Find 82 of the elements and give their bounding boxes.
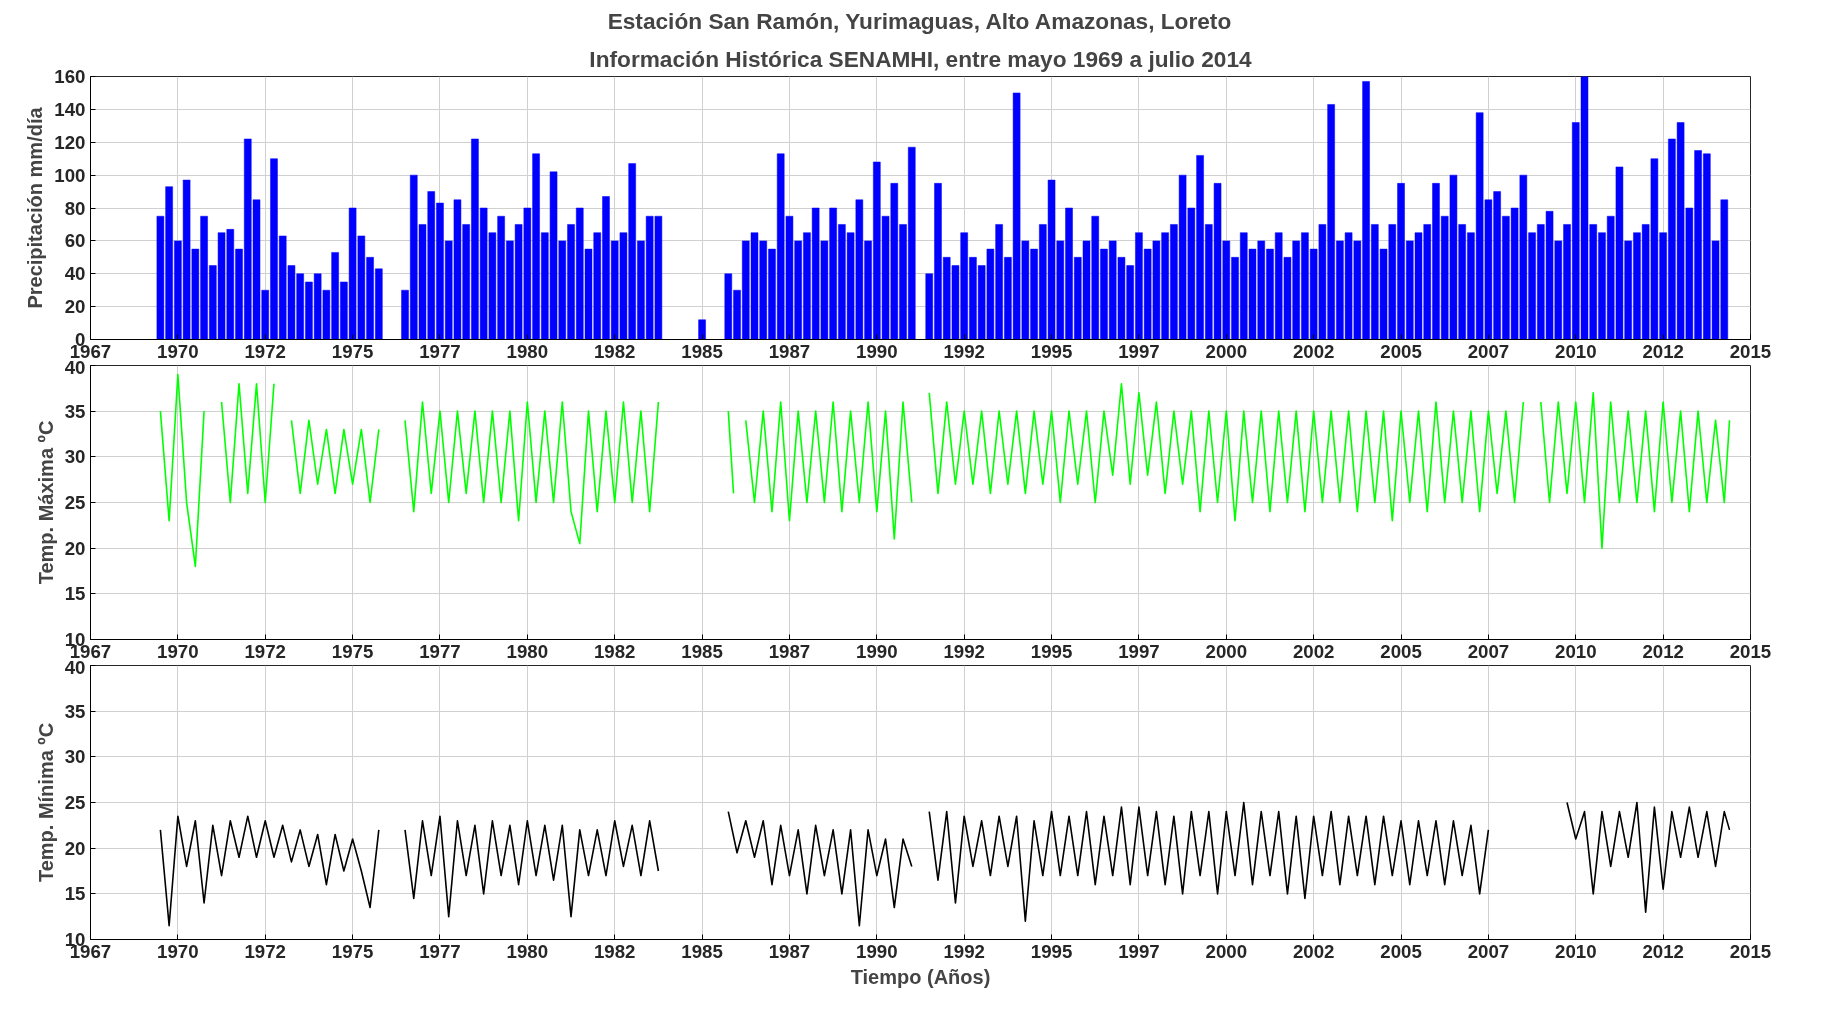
- y-tick-label: 30: [64, 746, 86, 768]
- x-tick-label: 1970: [157, 640, 199, 662]
- x-tick-label: 1977: [419, 940, 461, 962]
- x-tick-label: 2012: [1642, 340, 1684, 362]
- x-tick-label: 1975: [331, 340, 374, 362]
- y-axis-title: Temp. Mínima ºC: [34, 722, 57, 883]
- x-tick-label: 1980: [506, 340, 549, 362]
- x-tick-label: 2005: [1380, 340, 1422, 362]
- x-tick-label: 1975: [331, 640, 374, 662]
- y-tick-label: 120: [54, 131, 86, 153]
- x-tick-label: 2005: [1380, 640, 1422, 662]
- y-tick-label: 35: [64, 700, 86, 722]
- x-tick-label: 1985: [681, 940, 723, 962]
- x-tick-label: 1990: [856, 340, 898, 362]
- y-axis-title: Precipitación mm/día: [24, 106, 47, 309]
- y-tick-label: 80: [64, 197, 86, 219]
- y-tick-label: 20: [64, 296, 86, 318]
- x-tick-label: 2007: [1467, 940, 1510, 962]
- x-tick-label: 1995: [1030, 340, 1073, 362]
- x-tick-label: 1982: [593, 940, 636, 962]
- x-tick-label: 1997: [1118, 340, 1160, 362]
- y-tick-label: 40: [64, 263, 86, 285]
- x-tick-label: 1992: [943, 640, 985, 662]
- x-tick-label: 1985: [681, 640, 723, 662]
- y-tick-label: 20: [64, 837, 86, 859]
- x-tick-label: 1980: [506, 640, 549, 662]
- x-tick-label: 2002: [1292, 340, 1335, 362]
- y-tick-label: 60: [64, 230, 86, 252]
- y-tick-label: 160: [54, 66, 86, 87]
- x-tick-label: 1977: [419, 340, 461, 362]
- x-tick-label: 1977: [419, 640, 461, 662]
- x-tick-label: 2000: [1205, 640, 1248, 662]
- x-tick-label: 1970: [157, 940, 199, 962]
- x-tick-label: 1987: [768, 940, 811, 962]
- x-axis-title: Tiempo (Años): [850, 965, 991, 988]
- x-tick-label: 1972: [244, 640, 286, 662]
- x-tick-label: 1975: [331, 940, 374, 962]
- y-tick-label: 100: [54, 164, 86, 186]
- y-axis-title: Temp. Máxima ºC: [34, 420, 57, 585]
- x-tick-label: 1970: [157, 340, 199, 362]
- x-tick-label: 1995: [1030, 640, 1073, 662]
- x-tick-label: 1997: [1118, 640, 1160, 662]
- x-tick-label: 2002: [1292, 640, 1335, 662]
- y-tick-label: 35: [64, 400, 86, 422]
- x-tick-label: 1972: [244, 340, 286, 362]
- x-tick-label: 1995: [1030, 940, 1073, 962]
- x-tick-label: 2012: [1642, 640, 1684, 662]
- x-tick-label: 2010: [1555, 340, 1597, 362]
- x-tick-label: 2002: [1292, 940, 1335, 962]
- x-tick-label: 1990: [856, 940, 898, 962]
- x-tick-label: 2015: [1729, 340, 1772, 362]
- x-tick-label: 2012: [1642, 940, 1684, 962]
- x-tick-label: 1980: [506, 940, 549, 962]
- x-tick-label: 1982: [593, 640, 636, 662]
- x-tick-label: 2007: [1467, 640, 1510, 662]
- x-tick-label: 2010: [1555, 940, 1597, 962]
- y-tick-label: 20: [64, 537, 86, 559]
- x-tick-label: 2000: [1205, 940, 1248, 962]
- x-tick-label: 1982: [593, 340, 636, 362]
- y-tick-label: 140: [54, 98, 86, 120]
- y-tick-label: 15: [64, 883, 86, 905]
- x-tick-label: 1985: [681, 340, 723, 362]
- x-tick-label: 2005: [1380, 940, 1422, 962]
- x-tick-label: 1997: [1118, 940, 1160, 962]
- x-tick-label: 1990: [856, 640, 898, 662]
- x-tick-label: 1987: [768, 340, 811, 362]
- x-tick-label: 2015: [1729, 640, 1772, 662]
- x-tick-label: 1987: [768, 640, 811, 662]
- y-tick-label: 25: [64, 492, 86, 513]
- x-tick-label: 2007: [1467, 340, 1510, 362]
- x-tick-label: 2000: [1205, 340, 1248, 362]
- x-tick-label: 1972: [244, 940, 286, 962]
- x-tick-label: 1992: [943, 940, 985, 962]
- chart-title: Estación San Ramón, Yurimaguas, Alto Amazonas, Loreto: [607, 7, 1232, 34]
- bar: [698, 319, 706, 340]
- chart-subtitle: Información Histórica SENAMHI, entre mayo 1969 a julio 2014: [589, 45, 1253, 72]
- y-tick-label: 15: [64, 583, 86, 605]
- x-tick-label: 1992: [943, 340, 985, 362]
- y-tick-label: 25: [64, 792, 86, 813]
- x-tick-label: 2015: [1729, 940, 1772, 962]
- x-tick-label: 2010: [1555, 640, 1597, 662]
- y-tick-label: 30: [64, 446, 86, 468]
